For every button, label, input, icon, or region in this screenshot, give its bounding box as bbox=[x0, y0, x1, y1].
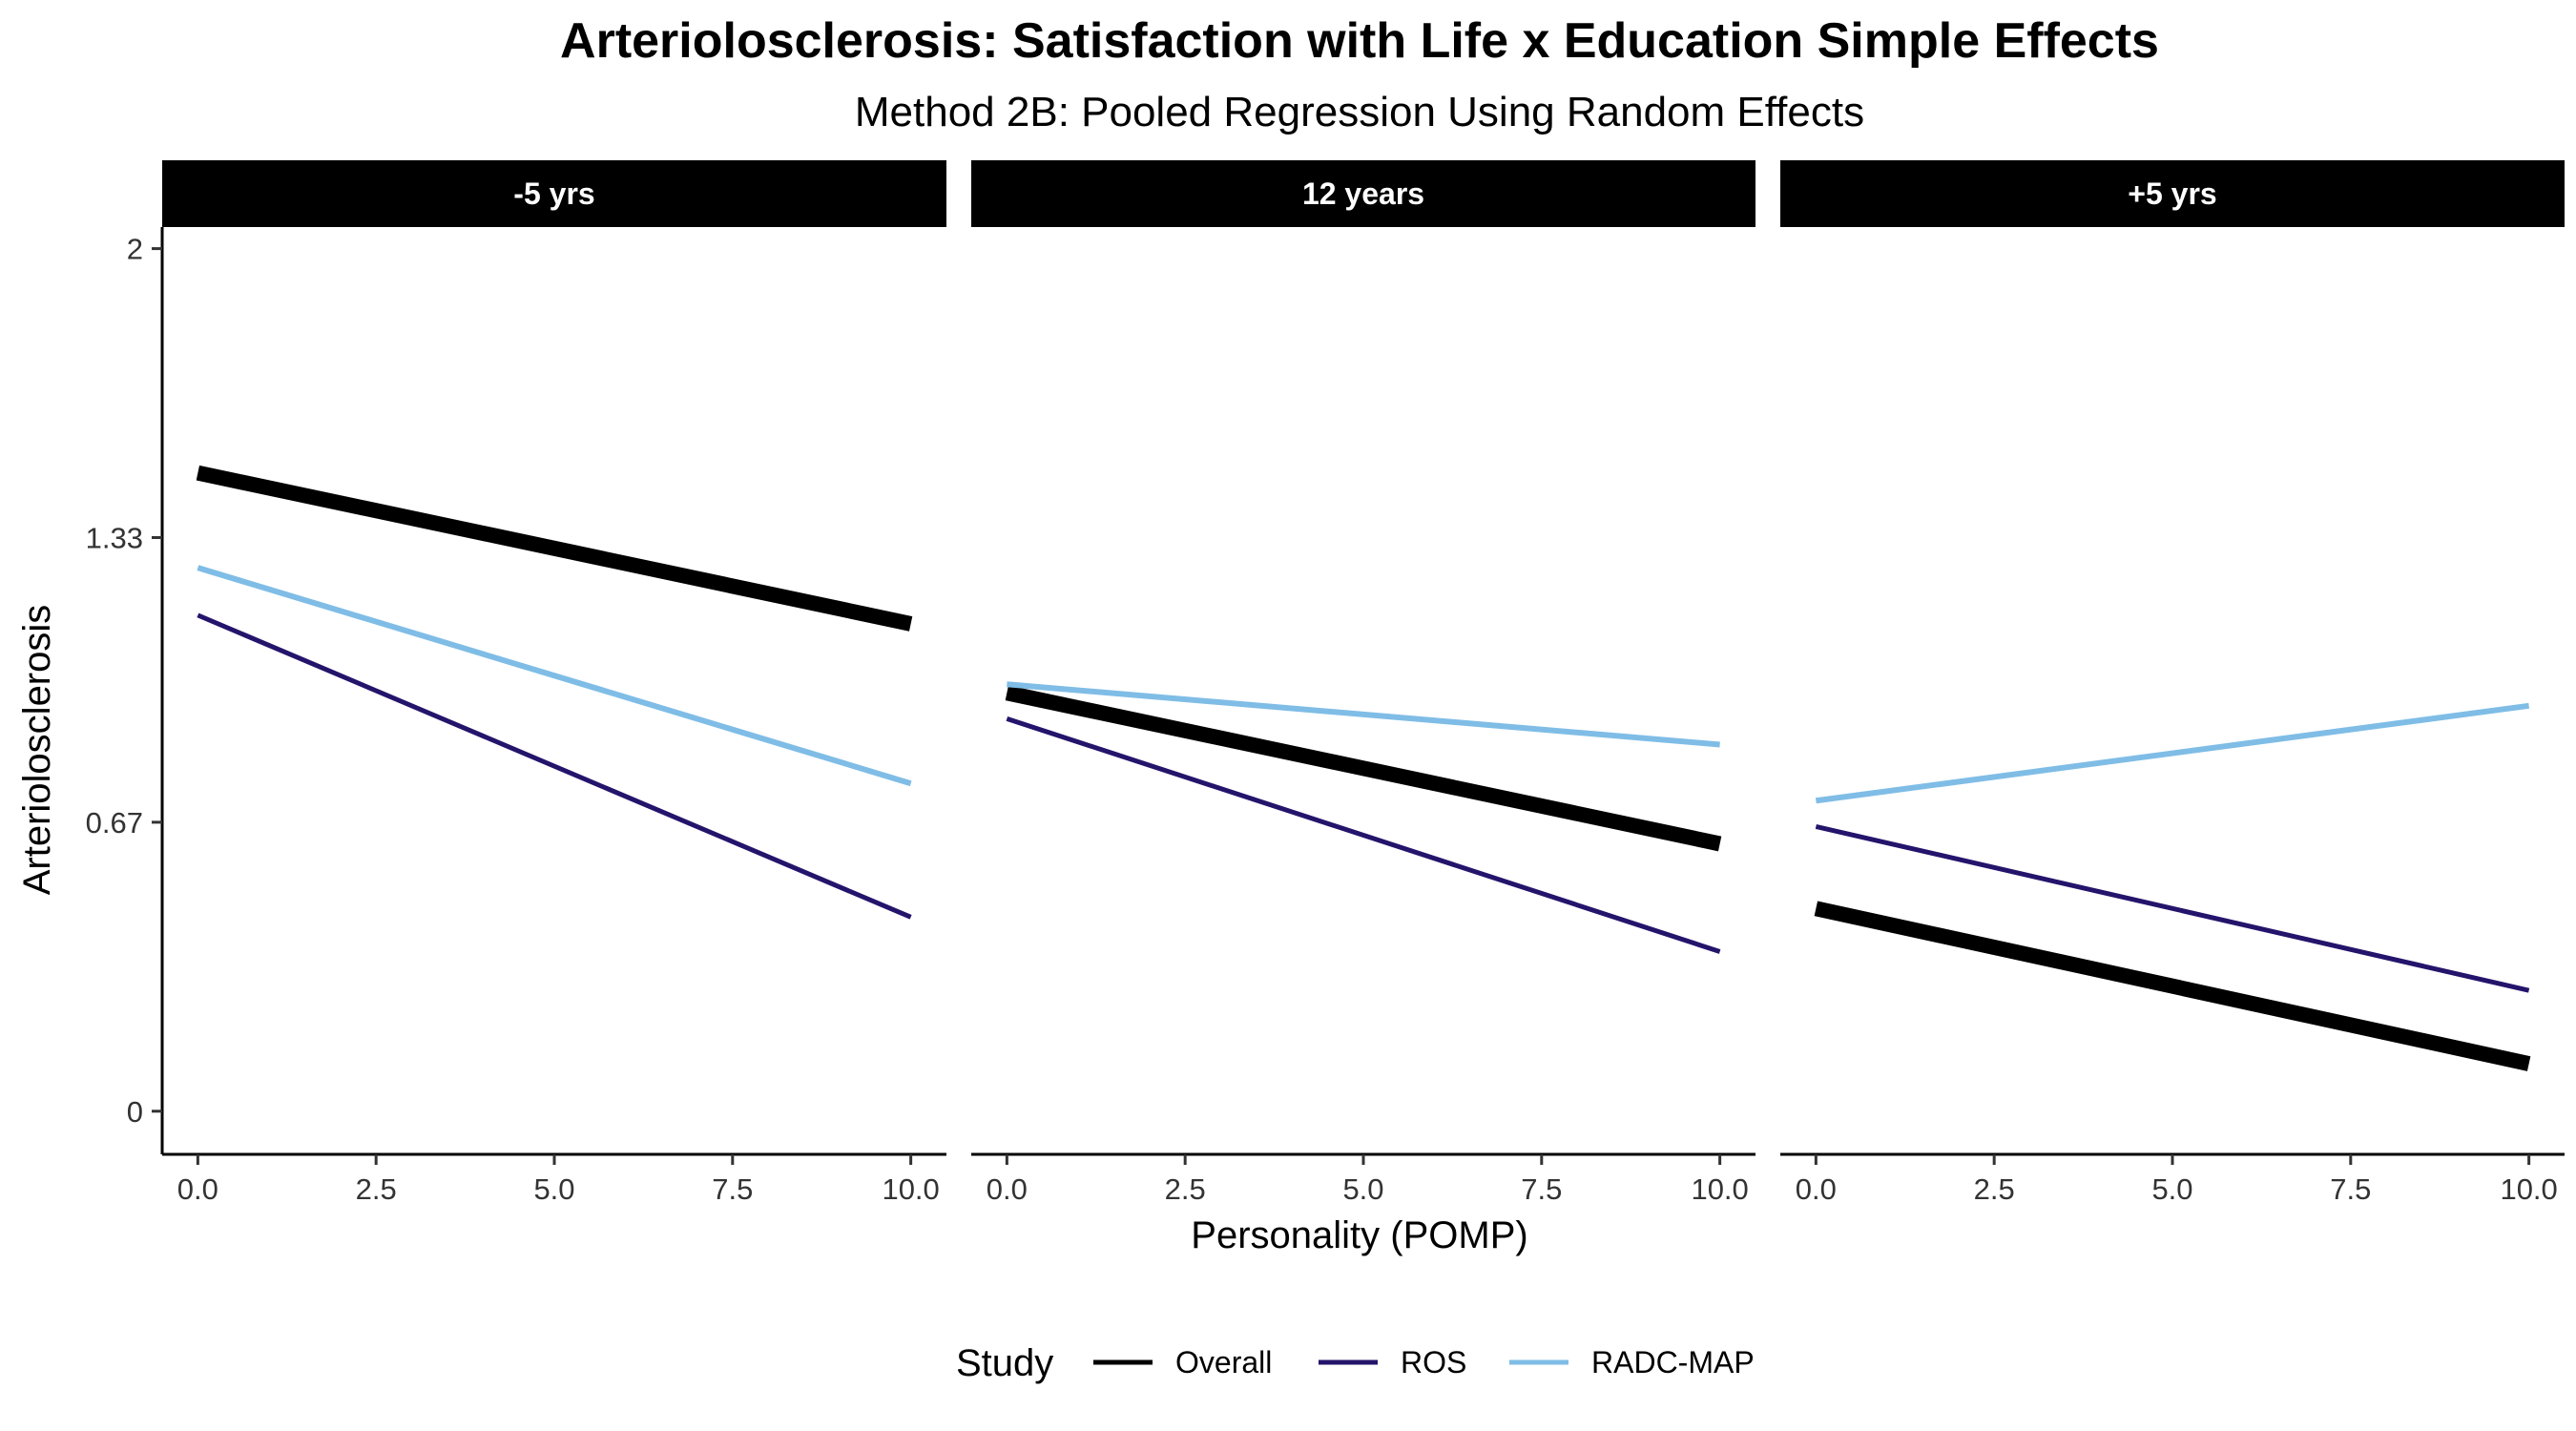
x-tick-label: 7.5 bbox=[2330, 1172, 2371, 1206]
x-tick-label: 10.0 bbox=[882, 1172, 939, 1206]
facet-strip-label: 12 years bbox=[1302, 176, 1424, 211]
legend: Study Overall ROS RADC-MAP bbox=[956, 1342, 1755, 1384]
series-line-ros bbox=[1815, 823, 2530, 993]
facet-strip-label: +5 yrs bbox=[2128, 176, 2216, 211]
y-tick-label: 2 bbox=[127, 233, 143, 266]
legend-title: Study bbox=[956, 1342, 1053, 1384]
series-line-overall bbox=[196, 465, 913, 632]
x-tick-label: 10.0 bbox=[2500, 1172, 2557, 1206]
y-tick-label: 0 bbox=[127, 1095, 143, 1129]
facet-panels: -5 yrs 0.0 2.5 5.0 7.5 10.0 12 years 0.0 2.5 5.0 7… bbox=[162, 160, 2565, 1206]
x-tick-label: 7.5 bbox=[1521, 1172, 1562, 1206]
legend-label-overall: Overall bbox=[1175, 1345, 1272, 1379]
facet-strip bbox=[971, 160, 1755, 227]
y-tick-label: 1.33 bbox=[86, 522, 143, 555]
chart-subtitle: Method 2B: Pooled Regression Using Rando… bbox=[855, 89, 1864, 135]
series-line-ros bbox=[197, 612, 912, 920]
series-line-radc-map bbox=[197, 565, 912, 787]
legend-label-radc-map: RADC-MAP bbox=[1591, 1345, 1755, 1379]
y-tick-label: 0.67 bbox=[86, 806, 143, 840]
x-tick-label: 5.0 bbox=[1342, 1172, 1383, 1206]
series-line-overall bbox=[1005, 685, 1722, 852]
legend-label-ros: ROS bbox=[1401, 1345, 1466, 1379]
facet-panel-5-yrs: +5 yrs 0.0 2.5 5.0 7.5 10.0 bbox=[1780, 160, 2565, 1206]
x-tick-label: 10.0 bbox=[1691, 1172, 1748, 1206]
x-tick-label: 2.5 bbox=[1974, 1172, 2015, 1206]
x-axis-title: Personality (POMP) bbox=[1191, 1214, 1527, 1256]
x-tick-label: 0.0 bbox=[177, 1172, 218, 1206]
facet-panel-12-years: 12 years 0.0 2.5 5.0 7.5 10.0 bbox=[971, 160, 1755, 1206]
y-axis: 0 0.67 1.33 2 bbox=[86, 227, 164, 1154]
x-tick-label: 5.0 bbox=[533, 1172, 574, 1206]
chart-title: Arteriolosclerosis: Satisfaction with Li… bbox=[560, 13, 2159, 69]
x-tick-label: 7.5 bbox=[712, 1172, 753, 1206]
x-tick-label: 0.0 bbox=[987, 1172, 1028, 1206]
x-tick-label: 5.0 bbox=[2151, 1172, 2192, 1206]
facet-strip bbox=[162, 160, 946, 227]
x-tick-label: 2.5 bbox=[356, 1172, 397, 1206]
x-tick-label: 0.0 bbox=[1796, 1172, 1837, 1206]
x-tick-label: 2.5 bbox=[1165, 1172, 1206, 1206]
series-line-ros bbox=[1006, 716, 1721, 954]
series-line-radc-map bbox=[1815, 702, 2530, 804]
facet-panel-5-yrs: -5 yrs 0.0 2.5 5.0 7.5 10.0 bbox=[162, 160, 946, 1206]
facet-strip bbox=[1780, 160, 2565, 227]
series-line-overall bbox=[1814, 901, 2531, 1071]
series-line-radc-map bbox=[1007, 681, 1720, 748]
facet-strip-label: -5 yrs bbox=[513, 176, 594, 211]
y-axis-title: Arteriolosclerosis bbox=[16, 605, 58, 896]
